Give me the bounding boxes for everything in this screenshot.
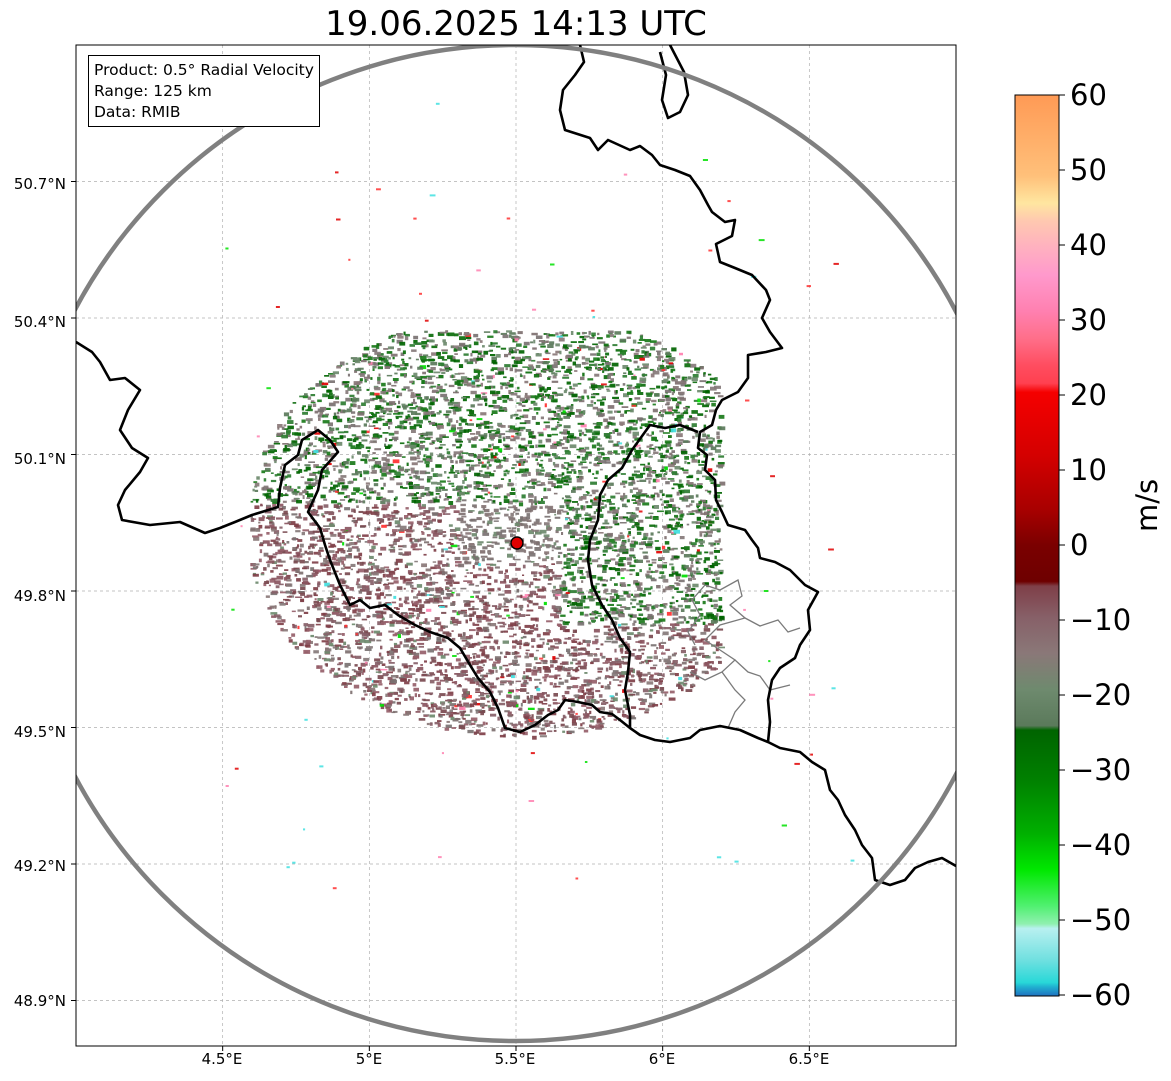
product-info-box: Product: 0.5° Radial Velocity Range: 125… xyxy=(88,55,320,127)
range-ring xyxy=(76,45,956,1044)
colorbar-tick-label: −20 xyxy=(1070,678,1132,712)
internal-borders xyxy=(687,579,801,729)
x-tick-label: 6°E xyxy=(648,1050,676,1068)
colorbar-tick-label: 30 xyxy=(1070,303,1107,337)
map-title: 19.06.2025 14:13 UTC xyxy=(325,4,707,44)
colorbar-tick-label: −50 xyxy=(1070,903,1132,937)
velocity-echoes xyxy=(225,102,855,890)
radar-site-marker[interactable] xyxy=(510,536,524,550)
y-tick-label: 49.5°N xyxy=(13,723,66,741)
product-label: Product: 0.5° Radial Velocity xyxy=(94,61,314,79)
y-tick-label: 50.1°N xyxy=(13,450,66,468)
colorbar-tick-label: 10 xyxy=(1070,453,1107,487)
y-tick-label: 50.7°N xyxy=(13,175,66,193)
colorbar-tick-label: 0 xyxy=(1070,528,1089,562)
x-tick-label: 5.5°E xyxy=(494,1050,536,1068)
axis-ticks xyxy=(71,181,810,1051)
data-source-label: Data: RMIB xyxy=(94,103,181,121)
colorbar xyxy=(1014,94,1060,997)
x-tick-label: 5°E xyxy=(355,1050,383,1068)
colorbar-tick-label: 60 xyxy=(1070,78,1107,112)
colorbar-unit-label: m/s xyxy=(1130,478,1164,532)
y-tick-label: 49.8°N xyxy=(13,587,66,605)
colorbar-tick-label: −40 xyxy=(1070,828,1132,862)
country-borders xyxy=(76,45,956,887)
colorbar-tick-label: −30 xyxy=(1070,753,1132,787)
colorbar-ticks xyxy=(1059,94,1065,996)
y-tick-label: 49.2°N xyxy=(13,857,66,875)
range-label: Range: 125 km xyxy=(94,82,212,100)
colorbar-tick-label: −10 xyxy=(1070,603,1132,637)
colorbar-tick-label: −60 xyxy=(1070,978,1132,1012)
x-tick-label: 6.5°E xyxy=(788,1050,830,1068)
x-tick-label: 4.5°E xyxy=(201,1050,243,1068)
colorbar-tick-label: 50 xyxy=(1070,153,1107,187)
colorbar-tick-label: 40 xyxy=(1070,228,1107,262)
colorbar-tick-label: 20 xyxy=(1070,378,1107,412)
y-tick-label: 50.4°N xyxy=(13,313,66,331)
y-tick-label: 48.9°N xyxy=(13,992,66,1010)
